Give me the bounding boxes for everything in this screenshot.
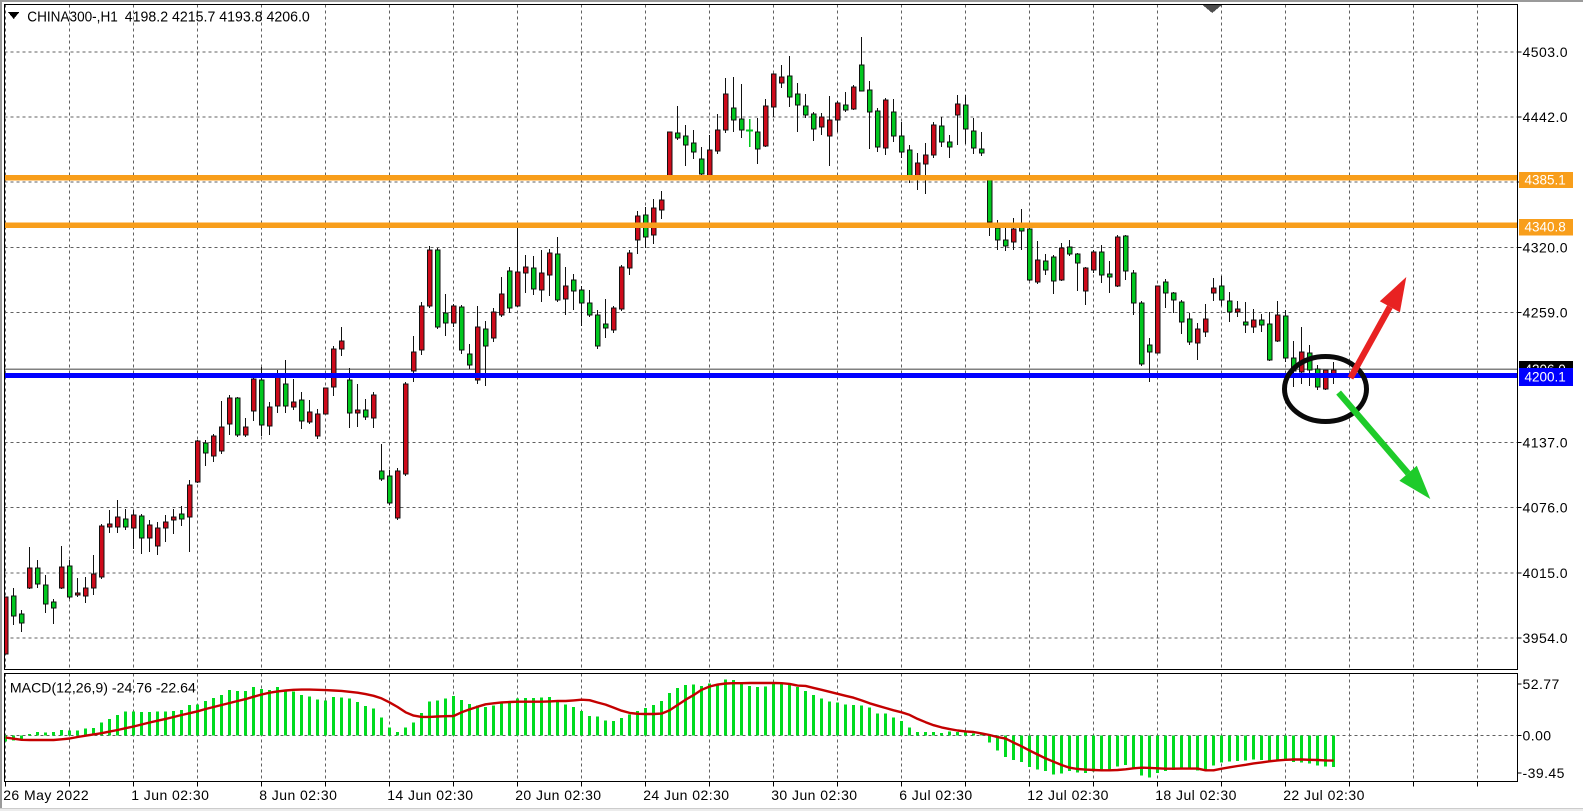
svg-text:4198.2 4215.7 4193.8 4206.0: 4198.2 4215.7 4193.8 4206.0 xyxy=(125,10,310,26)
svg-text:-39.45: -39.45 xyxy=(1523,765,1565,781)
svg-text:26 May 2022: 26 May 2022 xyxy=(3,787,89,803)
svg-text:4320.0: 4320.0 xyxy=(1523,239,1569,255)
svg-text:22 Jul 02:30: 22 Jul 02:30 xyxy=(1283,787,1365,803)
svg-text:4503.0: 4503.0 xyxy=(1523,44,1569,60)
svg-text:4259.0: 4259.0 xyxy=(1523,304,1569,320)
svg-text:24 Jun 02:30: 24 Jun 02:30 xyxy=(643,787,729,803)
svg-text:4015.0: 4015.0 xyxy=(1523,565,1569,581)
svg-text:1 Jun 02:30: 1 Jun 02:30 xyxy=(131,787,209,803)
svg-text:20 Jun 02:30: 20 Jun 02:30 xyxy=(515,787,601,803)
svg-text:12 Jul 02:30: 12 Jul 02:30 xyxy=(1027,787,1109,803)
svg-text:4076.0: 4076.0 xyxy=(1523,500,1569,516)
svg-text:CHINA300-,H1: CHINA300-,H1 xyxy=(27,10,118,26)
svg-text:4385.1: 4385.1 xyxy=(1525,173,1566,188)
svg-text:MACD(12,26,9) -24.76 -22.64: MACD(12,26,9) -24.76 -22.64 xyxy=(10,680,196,696)
svg-text:18 Jul 02:30: 18 Jul 02:30 xyxy=(1155,787,1237,803)
svg-text:4340.8: 4340.8 xyxy=(1525,220,1566,235)
svg-text:6 Jul 02:30: 6 Jul 02:30 xyxy=(899,787,972,803)
svg-text:30 Jun 02:30: 30 Jun 02:30 xyxy=(771,787,857,803)
svg-text:0.00: 0.00 xyxy=(1523,727,1552,743)
svg-text:4137.0: 4137.0 xyxy=(1523,435,1569,451)
svg-text:4200.1: 4200.1 xyxy=(1525,370,1566,385)
svg-text:4442.0: 4442.0 xyxy=(1523,109,1569,125)
svg-text:3954.0: 3954.0 xyxy=(1523,630,1569,646)
svg-text:8 Jun 02:30: 8 Jun 02:30 xyxy=(259,787,337,803)
svg-text:52.77: 52.77 xyxy=(1523,676,1560,692)
svg-text:14 Jun 02:30: 14 Jun 02:30 xyxy=(387,787,473,803)
